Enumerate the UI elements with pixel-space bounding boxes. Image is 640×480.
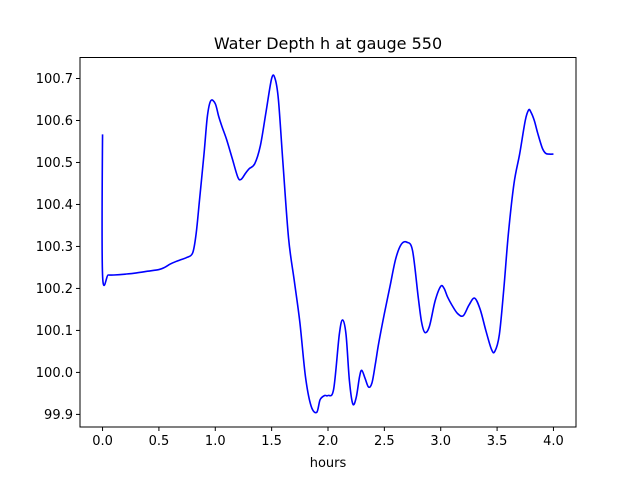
x-tick-label: 4.0 — [543, 434, 564, 449]
x-axis: 0.0 0.5 1.0 1.5 2.0 2.5 3.0 3.5 4.0 — [92, 427, 564, 449]
y-tick-label: 100.0 — [36, 366, 73, 381]
x-tick-label: 3.0 — [430, 434, 451, 449]
chart-title: Water Depth h at gauge 550 — [214, 34, 442, 53]
x-tick-label: 2.5 — [374, 434, 395, 449]
x-tick-label: 0.0 — [92, 434, 113, 449]
y-axis: 99.9 100.0 100.1 100.2 100.3 100.4 100.5 100.6 1… — [36, 72, 80, 423]
x-axis-label: hours — [310, 456, 347, 471]
x-tick-label: 1.0 — [205, 434, 226, 449]
y-tick-label: 100.4 — [36, 198, 73, 213]
series-line-0 — [101, 74, 554, 414]
y-tick-label: 99.9 — [44, 408, 73, 423]
y-tick-label: 100.5 — [36, 156, 73, 171]
x-tick-label: 3.5 — [487, 434, 508, 449]
x-tick-label: 2.0 — [318, 434, 339, 449]
series-layer — [101, 74, 554, 414]
y-tick-label: 100.1 — [36, 324, 73, 339]
x-tick-label: 1.5 — [261, 434, 282, 449]
x-tick-label: 0.5 — [149, 434, 170, 449]
y-tick-label: 100.6 — [36, 114, 73, 129]
y-tick-label: 100.3 — [36, 240, 73, 255]
y-tick-label: 100.7 — [36, 72, 73, 87]
y-tick-label: 100.2 — [36, 282, 73, 297]
